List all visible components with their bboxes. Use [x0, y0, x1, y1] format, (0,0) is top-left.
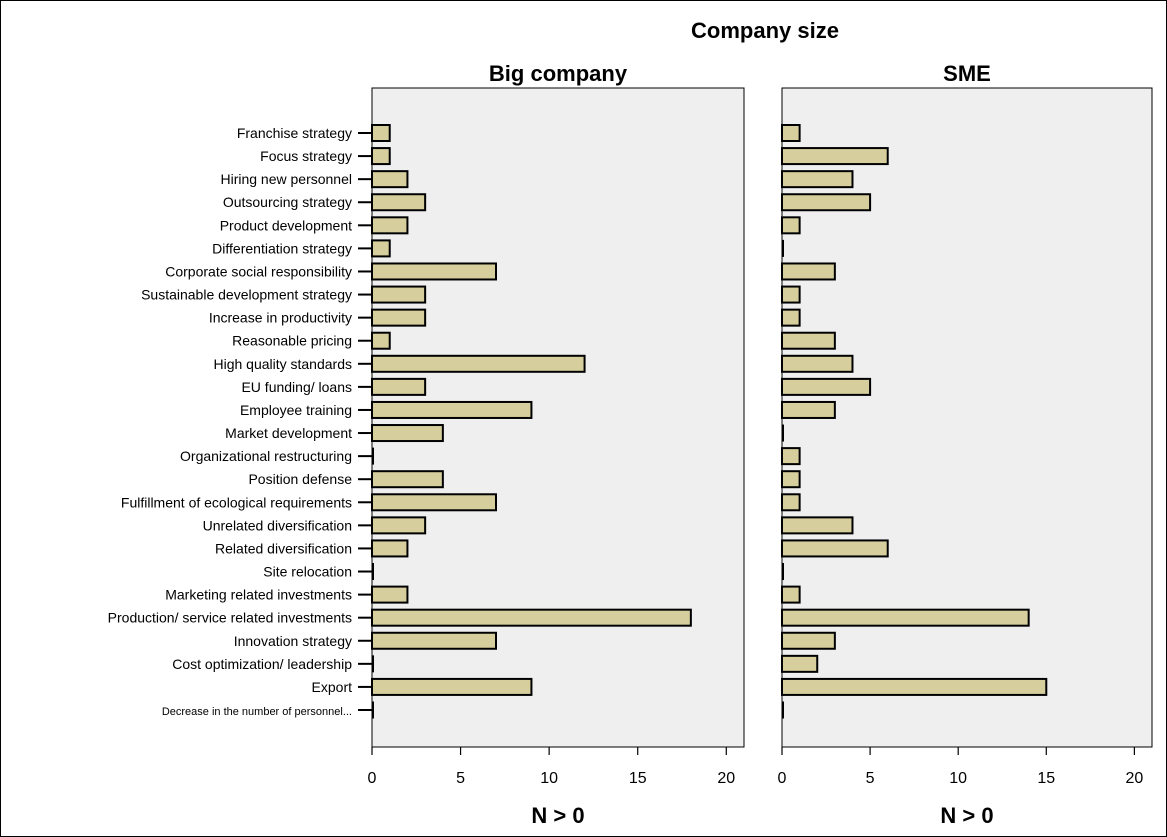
category-label: Related diversification [215, 540, 352, 556]
category-label: Reasonable pricing [232, 333, 352, 349]
bar [371, 677, 533, 696]
panel-title: SME [943, 61, 991, 86]
bar [371, 516, 427, 535]
x-tick-label: 15 [629, 770, 647, 787]
bar [371, 563, 374, 581]
bar [781, 677, 1048, 696]
bar [371, 331, 391, 350]
x-axis-label: N > 0 [940, 803, 993, 828]
bar [371, 377, 427, 396]
bar [371, 193, 427, 212]
bar [371, 608, 692, 627]
x-axis-label: N > 0 [531, 803, 584, 828]
bar [371, 216, 409, 235]
bar [371, 354, 586, 373]
bar [371, 170, 409, 189]
bar [371, 470, 444, 489]
category-label: Decrease in the number of personnel... [162, 706, 352, 718]
category-label: Position defense [248, 471, 352, 487]
bar [371, 631, 497, 650]
category-label: High quality standards [213, 356, 352, 372]
bar [781, 470, 801, 489]
bar [781, 216, 801, 235]
bar [781, 193, 872, 212]
bar [781, 516, 854, 535]
category-label: Increase in productivity [209, 310, 352, 326]
bar [781, 424, 784, 442]
bar [781, 354, 854, 373]
category-label: Fulfillment of ecological requirements [121, 494, 352, 510]
bar [781, 447, 801, 466]
bar [781, 308, 801, 327]
category-label: Sustainable development strategy [141, 287, 352, 303]
bar [781, 170, 854, 189]
bar [781, 493, 801, 512]
category-label: Outsourcing strategy [223, 194, 352, 210]
x-tick-label: 5 [456, 770, 465, 787]
bar [371, 655, 374, 673]
bar [781, 701, 784, 719]
category-label: Differentiation strategy [212, 240, 352, 256]
bar [781, 124, 801, 142]
category-label: Market development [225, 425, 352, 441]
x-tick-label: 0 [368, 770, 377, 787]
category-label: Focus strategy [260, 148, 352, 164]
bar [781, 262, 836, 281]
bar [781, 563, 784, 581]
x-tick-label: 15 [1037, 770, 1055, 787]
bar [371, 124, 391, 142]
bar [371, 585, 409, 604]
category-label: EU funding/ loans [241, 379, 352, 395]
bar [781, 377, 872, 396]
bar [371, 424, 444, 443]
category-labels: Franchise strategy Focus strategy Hiring n… [108, 125, 372, 718]
chart-title: Company size [691, 18, 839, 43]
category-label: Employee training [240, 402, 352, 418]
category-label: Franchise strategy [237, 125, 352, 141]
category-label: Product development [220, 217, 352, 233]
x-tick-label: 10 [949, 770, 967, 787]
bar [371, 447, 374, 465]
bar [371, 701, 374, 719]
x-tick-label: 20 [717, 770, 735, 787]
bar [781, 239, 784, 257]
bar [371, 493, 497, 512]
category-label: Export [312, 679, 353, 695]
panel-0: Big company 0 5 10 15 20 N > 0 [368, 61, 745, 828]
category-label: Cost optimization/ leadership [172, 656, 352, 672]
category-label: Site relocation [263, 564, 352, 580]
panel-1: SME 0 5 10 15 20 N > 0 [778, 61, 1153, 828]
bar [781, 608, 1030, 627]
bar [781, 539, 889, 558]
bar [371, 539, 409, 558]
bar [371, 147, 391, 166]
x-tick-label: 5 [866, 770, 875, 787]
bar [371, 400, 533, 419]
panel-title: Big company [489, 61, 628, 86]
category-label: Production/ service related investments [108, 610, 352, 626]
panels: Big company 0 5 10 15 20 N > 0 SME 0 5 10 15 20 N > 0 [368, 61, 1153, 828]
bar [781, 285, 801, 304]
bar [371, 285, 427, 304]
x-tick-label: 10 [540, 770, 558, 787]
bar [781, 585, 801, 604]
bar [371, 262, 497, 281]
x-tick-label: 20 [1125, 770, 1143, 787]
bar [781, 654, 819, 673]
category-label: Corporate social responsibility [165, 263, 352, 279]
category-label: Innovation strategy [234, 633, 352, 649]
category-label: Hiring new personnel [220, 171, 352, 187]
x-tick-label: 0 [778, 770, 787, 787]
bar [371, 239, 391, 258]
bar [371, 308, 427, 327]
bar [781, 400, 836, 419]
category-label: Marketing related investments [165, 587, 352, 603]
bar [781, 147, 889, 166]
category-label: Unrelated diversification [203, 517, 352, 533]
bar [781, 331, 836, 350]
bar [781, 631, 836, 650]
category-label: Organizational restructuring [180, 448, 352, 464]
